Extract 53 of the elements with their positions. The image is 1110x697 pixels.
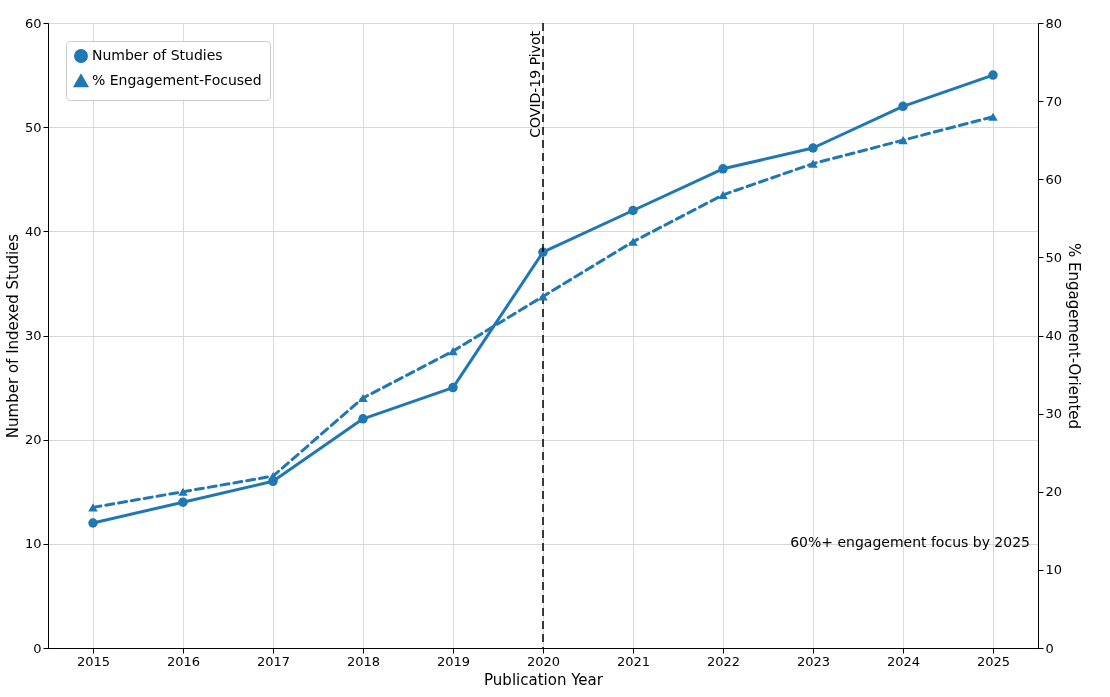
y2-tick-label: 30	[1045, 406, 1063, 422]
x-tick-label: 2024	[886, 653, 921, 669]
y2-axis-title: % Engagement-Oriented	[1065, 242, 1084, 430]
point	[898, 136, 908, 145]
x-tick-label: 2023	[796, 653, 831, 669]
point	[178, 487, 188, 496]
y-tick-label: 50	[24, 119, 42, 135]
annotation: 60%+ engagement focus by 2025	[790, 534, 1030, 550]
y-tick-label: 30	[24, 328, 42, 343]
y2-tick-label: 60	[1045, 171, 1063, 187]
point	[988, 112, 998, 121]
y2-tick-label: 70	[1045, 93, 1063, 109]
point	[718, 164, 728, 174]
y2-tick-label: 20	[1045, 484, 1063, 500]
y-tick-label: 20	[24, 432, 42, 448]
y-tick-label: 10	[24, 536, 42, 552]
point	[448, 382, 458, 393]
point	[88, 518, 98, 528]
y-tick-label: 0	[33, 640, 42, 656]
x-tick-label: 2019	[436, 653, 471, 669]
point	[628, 205, 638, 216]
ref-line-label: COVID-19 Pivot	[527, 30, 543, 138]
point	[178, 497, 188, 507]
x-tick-label: 2016	[166, 653, 201, 669]
y2-tick-label: 0	[1045, 640, 1054, 656]
point	[358, 393, 368, 403]
y2-tick-label: 50	[1045, 249, 1063, 265]
point	[538, 292, 548, 301]
x-tick-label: 2021	[616, 653, 651, 669]
y-axis-title: Number of Indexed Studies	[3, 233, 22, 439]
y-tick-label: 40	[24, 223, 42, 239]
y-tick-label: 60	[24, 15, 42, 31]
point	[448, 347, 458, 356]
legend-label: Number of Studies	[92, 47, 223, 63]
x-tick-label: 2017	[256, 653, 291, 669]
point	[988, 70, 998, 80]
y2-tick-label: 40	[1045, 328, 1063, 343]
point	[628, 237, 638, 246]
legend-label: % Engagement-Focused	[92, 72, 262, 88]
x-axis-title: Publication Year	[484, 670, 604, 689]
point	[268, 472, 278, 481]
point	[718, 190, 728, 199]
point	[808, 143, 818, 153]
x-tick-label: 2022	[706, 653, 741, 669]
y2-tick-label: 10	[1045, 562, 1063, 578]
x-tick-label: 2015	[76, 653, 111, 669]
y2-tick-label: 80	[1045, 15, 1063, 31]
point	[898, 101, 908, 112]
x-tick-label: 2025	[976, 653, 1011, 669]
point	[808, 159, 818, 168]
point	[358, 414, 368, 424]
x-tick-label: 2020	[526, 653, 561, 669]
x-tick-label: 2018	[346, 653, 381, 669]
